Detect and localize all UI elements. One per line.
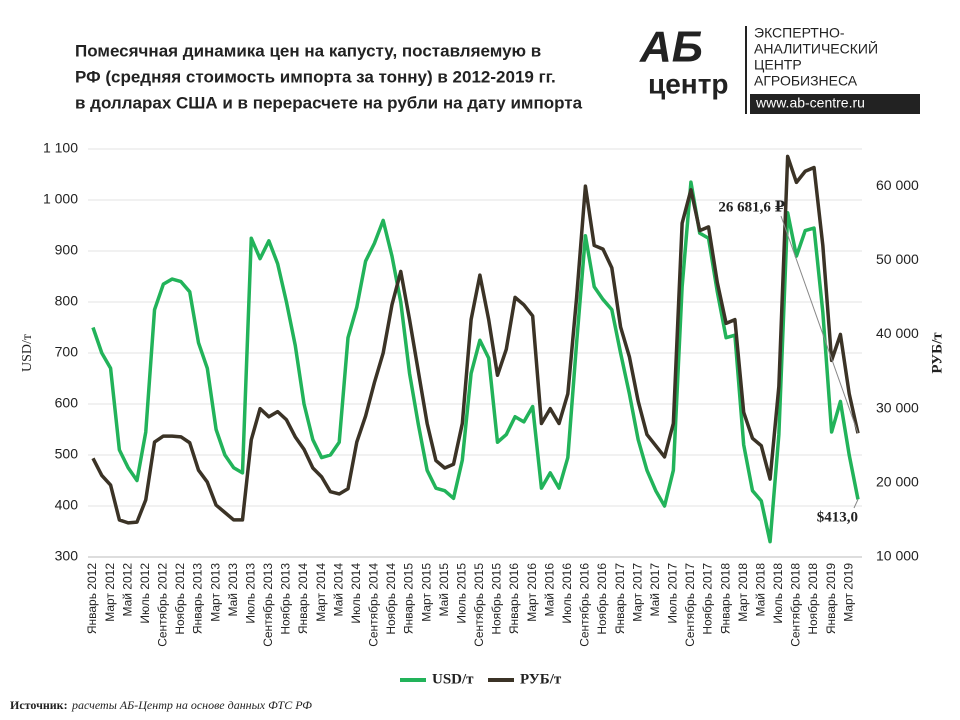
x-tick-label: Июль 2015 [454, 563, 468, 624]
x-tick-label: Март 2012 [103, 563, 117, 622]
series-line [91, 180, 860, 544]
x-tick-label: Май 2017 [648, 563, 662, 617]
x-tick-label: Сентябрь 2016 [578, 563, 592, 647]
annotation-leader [780, 215, 859, 434]
annotation: 26 681,6 ₽ [718, 199, 785, 215]
y-tick-label: 800 [55, 293, 79, 309]
x-tick-label: Июль 2017 [666, 563, 680, 624]
chart-title: РФ (средняя стоимость импорта за тонну) … [75, 67, 556, 86]
logo-mark: центр [648, 68, 729, 99]
annotation: $413,0 [817, 509, 858, 525]
x-tick-label: Январь 2018 [718, 563, 732, 634]
logo-text: АГРОБИЗНЕСА [754, 73, 858, 89]
x-tick-label: Июль 2018 [771, 563, 785, 624]
logo-text: ЭКСПЕРТНО- [754, 25, 845, 41]
x-tick-label: Сентябрь 2018 [789, 563, 803, 647]
x-tick-label: Январь 2019 [824, 563, 838, 634]
y2-tick-label: 10 000 [876, 548, 919, 564]
x-tick-label: Январь 2014 [296, 563, 310, 634]
x-tick-label: Июль 2016 [560, 563, 574, 624]
x-tick-label: Ноябрь 2015 [490, 563, 504, 635]
source-text: расчеты АБ-Центр на основе данных ФТС РФ [71, 698, 312, 712]
logo-mark: АБ [639, 23, 703, 72]
x-tick-label: Май 2012 [120, 563, 134, 617]
x-tick-label: Март 2014 [314, 563, 328, 622]
y-axis-label: USD/т [20, 334, 35, 372]
x-tick-label: Ноябрь 2018 [806, 563, 820, 635]
x-tick-label: Январь 2015 [402, 563, 416, 634]
x-tick-label: Март 2013 [208, 563, 222, 622]
logo: АБ центр ЭКСПЕРТНО- АНАЛИТИЧЕСКИЙ ЦЕНТР … [639, 23, 920, 114]
y2-tick-label: 30 000 [876, 399, 919, 415]
series-line [91, 154, 860, 525]
x-tick-label: Май 2014 [331, 563, 345, 617]
logo-text: АНАЛИТИЧЕСКИЙ [754, 40, 878, 57]
legend-label: USD/т [432, 671, 474, 687]
x-tick-label: Май 2015 [437, 563, 451, 617]
annotation-leader [853, 499, 859, 509]
legend-label: РУБ/т [520, 671, 562, 687]
x-tick-label: Сентябрь 2015 [472, 563, 486, 647]
x-tick-label: Январь 2017 [613, 563, 627, 634]
x-tick-label: Сентябрь 2012 [156, 563, 170, 647]
x-tick-label: Май 2013 [226, 563, 240, 617]
x-tick-label: Сентябрь 2013 [261, 563, 275, 647]
x-tick-label: Ноябрь 2013 [279, 563, 293, 635]
y2-tick-label: 40 000 [876, 325, 919, 341]
y-tick-label: 700 [55, 344, 79, 360]
logo-url: www.ab-centre.ru [755, 95, 865, 111]
x-tick-label: Январь 2012 [85, 563, 99, 634]
x-tick-label: Ноябрь 2014 [384, 563, 398, 635]
x-tick-label: Май 2018 [753, 563, 767, 617]
y2-tick-label: 60 000 [876, 177, 919, 193]
y-tick-label: 400 [55, 497, 79, 513]
x-tick-label: Ноябрь 2017 [701, 563, 715, 635]
y-tick-label: 900 [55, 242, 79, 258]
x-tick-label: Май 2016 [542, 563, 556, 617]
x-tick-label: Март 2019 [841, 563, 855, 622]
y-tick-label: 500 [55, 446, 79, 462]
y2-tick-label: 20 000 [876, 474, 919, 490]
x-tick-label: Март 2018 [736, 563, 750, 622]
logo-url-box [750, 94, 920, 114]
y-tick-label: 1 000 [43, 191, 78, 207]
x-tick-label: Июль 2012 [138, 563, 152, 624]
y2-tick-label: 50 000 [876, 251, 919, 267]
x-tick-label: Июль 2014 [349, 563, 363, 624]
y-tick-label: 1 100 [43, 140, 78, 156]
logo-text: ЦЕНТР [754, 57, 802, 73]
x-tick-label: Март 2015 [419, 563, 433, 622]
x-tick-label: Ноябрь 2012 [173, 563, 187, 635]
x-tick-label: Ноябрь 2016 [595, 563, 609, 635]
x-tick-label: Март 2017 [630, 563, 644, 622]
x-tick-label: Январь 2013 [191, 563, 205, 634]
x-tick-label: Июль 2013 [243, 563, 257, 624]
y2-axis-label: РУБ/т [929, 332, 945, 374]
chart-title: в долларах США и в перерасчете на рубли … [75, 93, 583, 112]
x-tick-label: Сентябрь 2014 [367, 563, 381, 647]
x-tick-label: Сентябрь 2017 [683, 563, 697, 647]
y-tick-label: 300 [55, 548, 79, 564]
x-tick-label: Январь 2016 [507, 563, 521, 634]
y-tick-label: 600 [55, 395, 79, 411]
source-label: Источник: [10, 698, 68, 712]
chart-title: Помесячная динамика цен на капусту, пост… [75, 41, 541, 60]
x-tick-label: Март 2016 [525, 563, 539, 622]
